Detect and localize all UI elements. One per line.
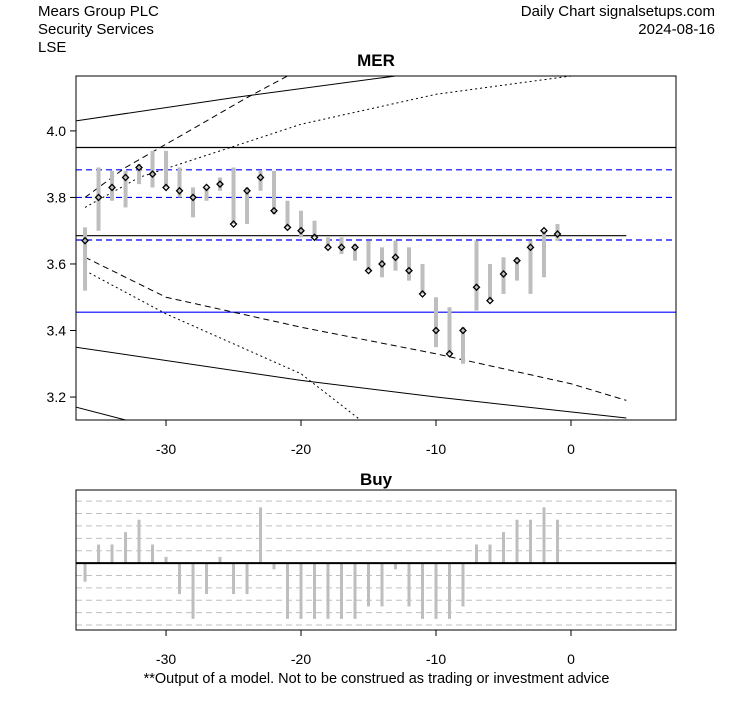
x-tick-label: -20 (291, 651, 311, 667)
y-tick-label: 3.8 (47, 189, 67, 205)
close-marker (283, 223, 292, 232)
close-marker (229, 220, 238, 228)
close-marker (472, 283, 481, 292)
band-curve (76, 76, 396, 122)
close-marker (270, 206, 278, 215)
close-marker (216, 180, 224, 189)
x-tick-label: -30 (156, 651, 176, 667)
chart-date: 2024-08-16 (638, 21, 715, 38)
close-marker (378, 260, 386, 268)
main-title: MER (357, 51, 395, 70)
close-marker (499, 270, 508, 278)
close-marker (243, 186, 251, 195)
close-marker (391, 253, 400, 262)
close-marker (148, 170, 157, 179)
x-tick-label: -10 (426, 651, 446, 667)
y-tick-label: 3.6 (47, 256, 67, 272)
band-curve (84, 76, 572, 208)
close-marker (202, 183, 211, 192)
close-marker (135, 163, 143, 172)
close-marker (310, 233, 319, 242)
close-marker (526, 243, 535, 252)
band-curve (76, 406, 126, 420)
close-marker (351, 243, 359, 252)
source-label: Daily Chart signalsetups.com (520, 3, 715, 20)
y-tick-label: 3.4 (47, 323, 67, 339)
close-marker (513, 256, 521, 265)
close-marker (297, 226, 305, 235)
close-marker (324, 243, 332, 252)
close-marker (337, 243, 346, 252)
main-plot-frame (75, 75, 677, 421)
x-tick-label: -30 (156, 441, 176, 457)
close-marker (432, 326, 440, 335)
band-curve (76, 346, 627, 419)
x-tick-label: -10 (426, 441, 446, 457)
exchange-label: LSE (38, 39, 67, 56)
close-marker (189, 193, 197, 202)
x-tick-label: 0 (567, 441, 575, 457)
close-marker (162, 183, 170, 192)
y-tick-label: 4.0 (47, 123, 67, 139)
x-tick-label: 0 (567, 651, 575, 667)
close-marker (94, 193, 103, 202)
close-marker (175, 186, 184, 195)
buy-plot-frame (75, 489, 677, 631)
close-marker (486, 296, 494, 305)
close-marker (256, 173, 265, 182)
close-marker (364, 266, 373, 275)
company-name: Mears Group PLC (38, 3, 159, 20)
close-marker (121, 173, 130, 182)
close-marker (540, 226, 548, 235)
band-curve (84, 76, 288, 198)
band-curve (84, 256, 627, 401)
close-marker (418, 289, 427, 298)
y-tick-label: 3.2 (47, 389, 67, 405)
sector-label: Security Services (38, 21, 154, 38)
close-marker (445, 349, 454, 358)
main-plot-area (76, 76, 676, 420)
close-marker (553, 230, 562, 238)
disclaimer: **Output of a model. Not to be construed… (143, 671, 610, 687)
close-marker (108, 183, 116, 192)
x-tick-label: -20 (291, 441, 311, 457)
buy-title: Buy (360, 470, 393, 489)
close-marker (405, 266, 413, 275)
band-curve (84, 270, 361, 420)
close-marker (459, 326, 467, 335)
close-marker (81, 236, 89, 245)
